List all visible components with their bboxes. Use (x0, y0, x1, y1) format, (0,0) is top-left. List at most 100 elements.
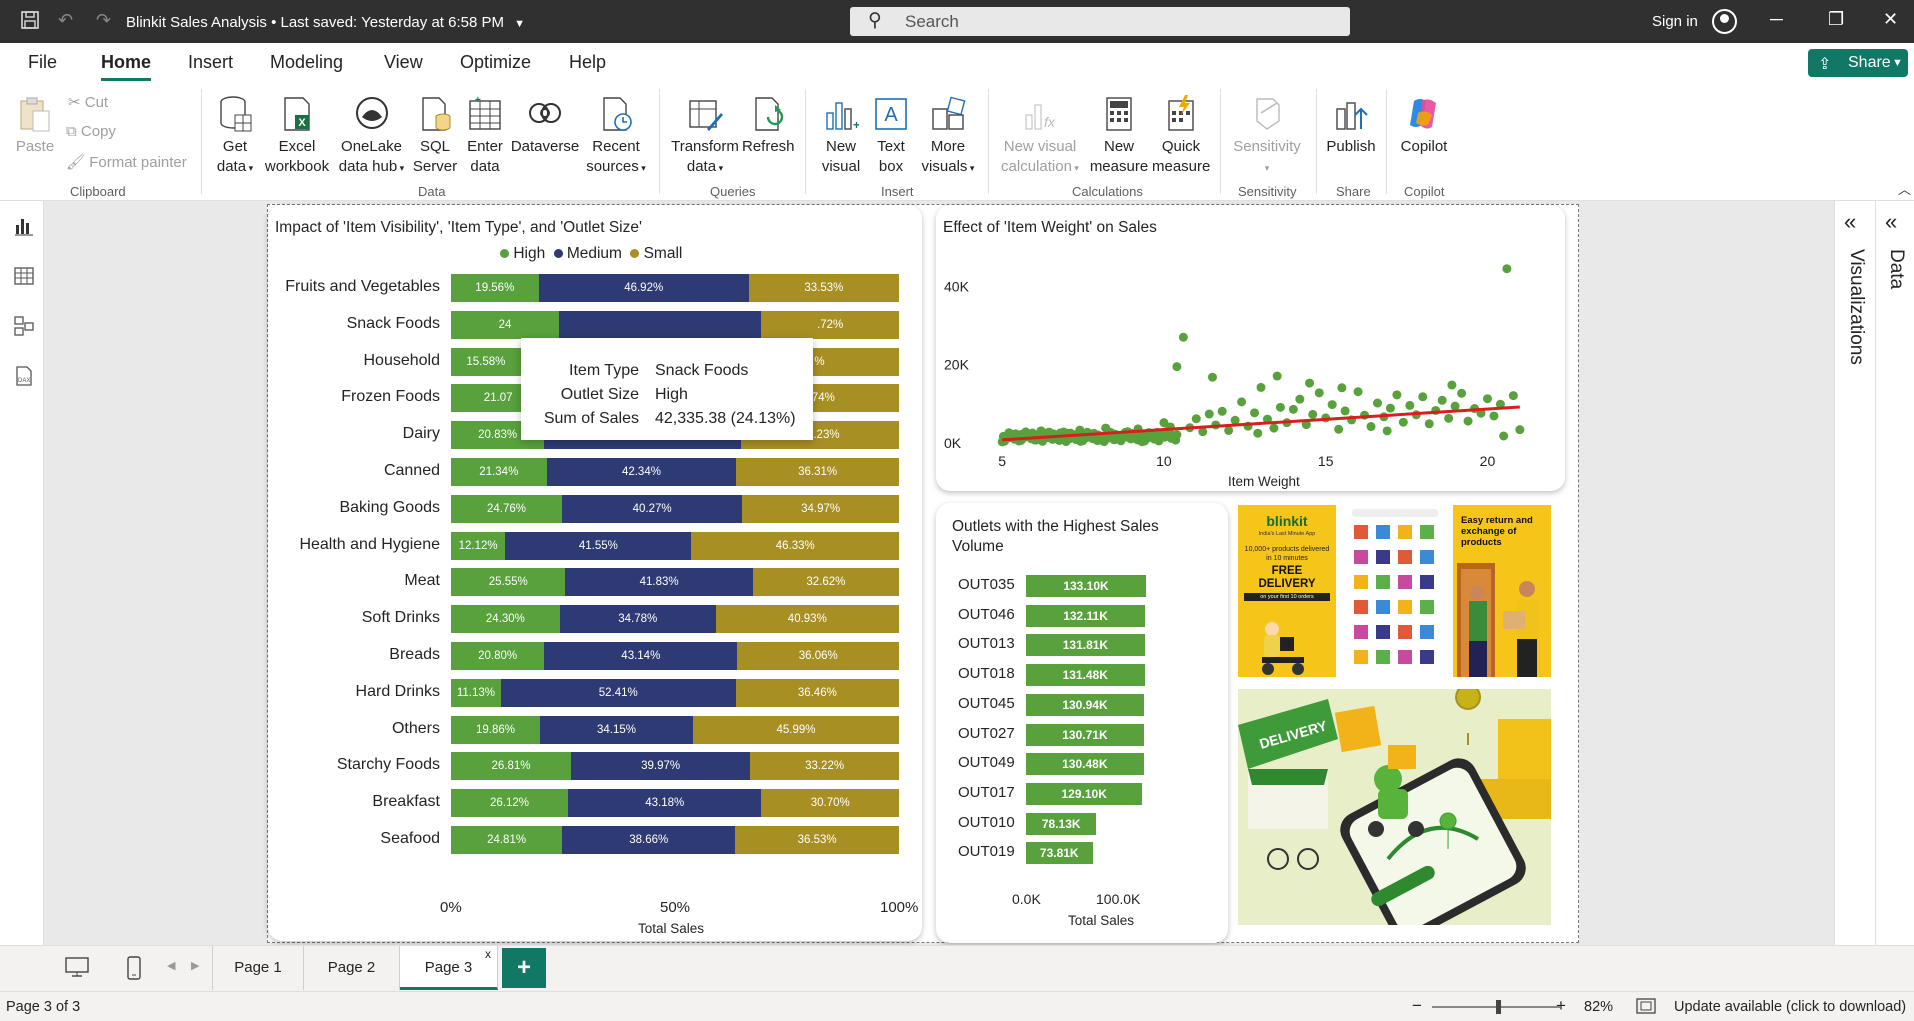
scatter-point[interactable] (1327, 400, 1337, 410)
maximize-icon[interactable]: ❐ (1828, 9, 1845, 29)
chart1-bar-small[interactable]: 40.93% (715, 605, 899, 634)
share-button[interactable]: ⇪ Share ▼ (1808, 49, 1908, 77)
search-box[interactable]: ⚲ Search (850, 7, 1350, 36)
scatter-point[interactable] (1366, 422, 1376, 432)
recent-sources-button[interactable]: Recent sources ▾ (584, 95, 648, 178)
chart1-bar-small[interactable]: 36.31% (736, 458, 899, 486)
chart3-bar[interactable]: 129.10K (1026, 782, 1143, 805)
scatter-point[interactable] (1114, 433, 1124, 443)
new-measure-button[interactable]: New measure (1088, 95, 1150, 177)
scatter-point[interactable] (1172, 362, 1182, 372)
chart1-bar-small[interactable]: 36.46% (735, 678, 899, 707)
excel-workbook-button[interactable]: X Excel workbook (262, 95, 332, 177)
tab-page-1[interactable]: Page 1 (212, 946, 304, 990)
prev-page-icon[interactable]: ◀ (167, 960, 176, 972)
chart1-bar-medium[interactable]: 38.66% (562, 826, 736, 854)
scatter-point[interactable] (1256, 382, 1266, 392)
scatter-point[interactable] (1340, 406, 1350, 416)
scatter-point[interactable] (1482, 394, 1492, 404)
scatter-point[interactable] (1418, 392, 1428, 402)
chart1-bar-small[interactable]: 34.97% (742, 494, 899, 523)
menu-help[interactable]: Help (569, 52, 607, 72)
undo-icon[interactable]: ↶ (58, 10, 74, 30)
chart1-bar-high[interactable]: 24.76% (451, 494, 562, 523)
scatter-point[interactable] (1424, 419, 1434, 429)
scatter-point[interactable] (1499, 431, 1509, 441)
scatter-point[interactable] (1017, 429, 1027, 439)
scatter-point[interactable] (1398, 417, 1408, 427)
quick-measure-button[interactable]: Quick measure (1152, 95, 1210, 177)
report-view-icon[interactable] (13, 215, 35, 237)
chart1-bar-medium[interactable]: 43.18% (568, 789, 762, 818)
chart3-bar[interactable]: 133.10K (1026, 575, 1146, 597)
scatter-point[interactable] (1515, 425, 1525, 435)
close-icon[interactable]: ✕ (1883, 9, 1899, 29)
onelake-button[interactable]: OneLake data hub ▾ (334, 95, 409, 178)
file-title[interactable]: Blinkit Sales Analysis • Last saved: Yes… (126, 14, 525, 31)
scatter-point[interactable] (1405, 400, 1415, 410)
update-available-link[interactable]: Update available (click to download) (1674, 999, 1907, 1015)
chart1-bar-medium[interactable]: 34.78% (559, 605, 716, 634)
menu-insert[interactable]: Insert (188, 52, 234, 72)
paste-button[interactable]: Paste (10, 95, 60, 157)
scatter-point[interactable] (1224, 425, 1234, 435)
chart3-bar[interactable]: 73.81K (1026, 842, 1093, 865)
model-view-icon[interactable] (13, 315, 35, 337)
chart1-bar-medium[interactable]: 43.14% (544, 642, 738, 670)
more-visuals-button[interactable]: More visuals ▾ (916, 95, 980, 178)
scatter-point[interactable] (1275, 402, 1285, 412)
scatter-point[interactable] (1262, 414, 1272, 424)
scatter-point[interactable] (1191, 414, 1201, 424)
scatter-point[interactable] (1036, 426, 1046, 436)
chart1-bar-small[interactable]: 46.33% (691, 531, 899, 560)
chart1-bar-high[interactable]: 24.30% (451, 605, 560, 634)
scatter-point[interactable] (1143, 431, 1153, 441)
chart1-bar-medium[interactable]: 41.55% (505, 531, 692, 560)
zoom-slider[interactable] (1432, 1000, 1560, 1014)
menu-file[interactable]: File (28, 52, 58, 72)
chart1-bar-medium[interactable]: 39.97% (571, 752, 751, 781)
next-page-icon[interactable]: ▶ (191, 960, 200, 972)
legend-small[interactable]: Small (643, 245, 683, 262)
add-page-button[interactable]: + (502, 948, 546, 988)
chart1-bar-high[interactable]: 24.81% (451, 826, 563, 854)
zoom-slider-thumb[interactable] (1495, 1000, 1501, 1014)
scatter-point[interactable] (1463, 416, 1473, 426)
scatter-point[interactable] (1337, 383, 1347, 393)
chart3-bar[interactable]: 130.94K (1026, 693, 1145, 716)
zoom-out-icon[interactable]: − (1412, 996, 1422, 1015)
scatter-point[interactable] (1308, 409, 1318, 419)
scatter-point[interactable] (1204, 409, 1214, 419)
copy-button[interactable]: ⧉ Copy (66, 123, 116, 140)
fit-to-page-icon[interactable] (1636, 997, 1656, 1019)
chart3-bar[interactable]: 131.48K (1026, 664, 1145, 687)
enter-data-button[interactable]: + Enter data (462, 95, 508, 177)
chart1-bar-small[interactable]: 32.62% (752, 568, 899, 597)
expand-visualizations-icon[interactable]: « (1844, 209, 1857, 234)
chart1-bar-high[interactable]: 26.12% (451, 789, 569, 818)
copilot-button[interactable]: Copilot (1392, 95, 1456, 157)
collapse-ribbon-icon[interactable]: ︿ (1898, 182, 1912, 197)
chart1-bar-high[interactable]: 19.86% (451, 715, 540, 744)
tab-page-2[interactable]: Page 2 (304, 946, 400, 990)
new-visual-button[interactable]: + New visual (815, 95, 867, 177)
chart1-bar-high[interactable]: 15.58% (451, 347, 521, 376)
menu-home[interactable]: Home (101, 52, 152, 81)
chart1-bar-small[interactable]: 33.22% (750, 752, 899, 781)
get-data-button[interactable]: Get data ▾ (210, 95, 260, 178)
chart1-bar-high[interactable]: 12.12% (451, 531, 506, 560)
scatter-point[interactable] (1489, 411, 1499, 421)
dataverse-button[interactable]: Dataverse (510, 95, 580, 157)
scatter-point[interactable] (1207, 372, 1217, 382)
chart1-bar-medium[interactable]: 46.92% (538, 274, 749, 302)
legend-high[interactable]: High (513, 245, 546, 262)
transform-data-button[interactable]: Transform data ▾ (669, 95, 741, 178)
desktop-layout-icon[interactable] (64, 956, 90, 983)
scatter-point[interactable] (1392, 390, 1402, 400)
menu-modeling[interactable]: Modeling (270, 52, 344, 72)
scatter-point[interactable] (1457, 388, 1467, 398)
scatter-point[interactable] (1305, 378, 1315, 388)
refresh-button[interactable]: Refresh (742, 95, 795, 157)
save-icon[interactable] (20, 10, 40, 35)
menu-optimize[interactable]: Optimize (460, 52, 532, 72)
